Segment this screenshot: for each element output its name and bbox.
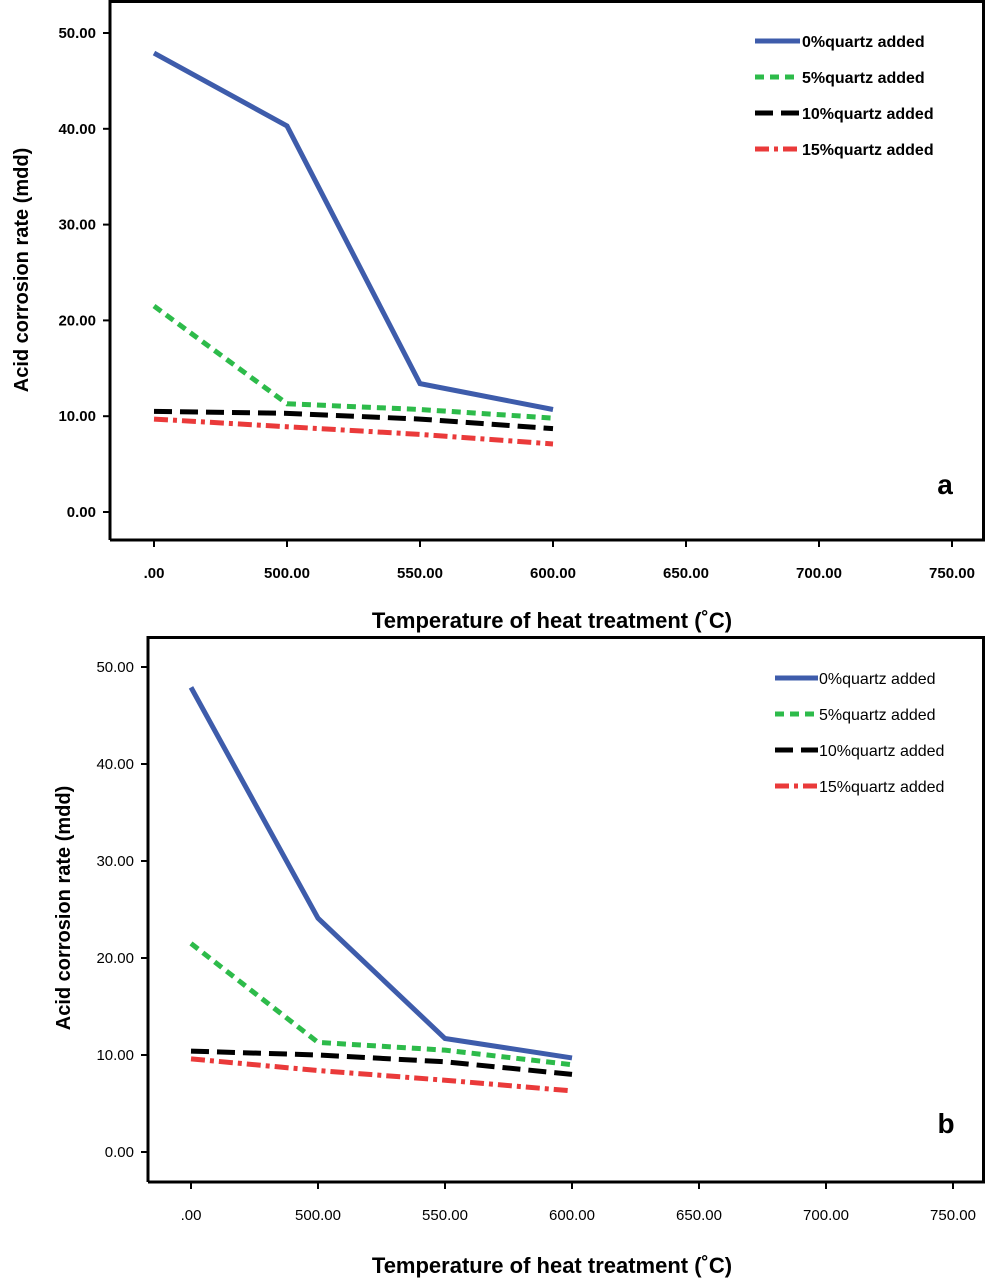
chart-b-legend-label-2: 10%quartz added (819, 743, 944, 760)
chart-b-series-line-1 (189, 941, 573, 1068)
chart-a-series-line-0 (152, 50, 554, 412)
chart-b-y-tick-label: 50.00 (96, 659, 134, 676)
chart-a-legend-label-3: 15%quartz added (802, 142, 934, 159)
chart-a-legend-label-1: 5%quartz added (802, 70, 925, 87)
chart-a-y-tick-label: 10.00 (58, 408, 96, 425)
chart-b-y-axis-title: Acid corrosion rate (mdd) (53, 786, 75, 1030)
chart-a-series-line-1 (152, 304, 554, 421)
chart-b-x-tick-label: 550.00 (422, 1207, 468, 1224)
chart-b-series-line-0 (188, 686, 573, 1061)
chart-b: 0.00 10.00 20.00 30.00 40.00 50.00 .00 500.00 55… (53, 636, 985, 1278)
chart-b-x-tick-label: 750.00 (930, 1207, 976, 1224)
chart-a-panel-label: a (937, 469, 953, 500)
chart-a-series-line-2 (153, 408, 554, 432)
chart-a-y-tick-label: 20.00 (58, 312, 96, 329)
chart-b-legend-label-1: 5%quartz added (819, 707, 936, 724)
chart-b-series-line-2 (190, 1048, 573, 1077)
chart-a-x-tick-label: .00 (144, 565, 165, 582)
chart-a-x-tick-label: 550.00 (397, 565, 443, 582)
chart-a-x-tick-label: 600.00 (530, 565, 576, 582)
chart-a-legend-label-0: 0%quartz added (802, 34, 925, 51)
chart-b-x-tick-label: 500.00 (295, 1207, 341, 1224)
chart-a-y-tick-label: 50.00 (58, 25, 96, 42)
chart-b-legend-label-0: 0%quartz added (819, 671, 936, 688)
chart-b-x-tick-label: 600.00 (549, 1207, 595, 1224)
chart-b-x-tick-label: 650.00 (676, 1207, 722, 1224)
chart-b-y-tick-label: 40.00 (96, 756, 134, 773)
chart-a-x-tick-label: 500.00 (264, 565, 310, 582)
chart-a-y-tick-label: 30.00 (58, 217, 96, 234)
chart-a-x-tick-label: 700.00 (796, 565, 842, 582)
chart-b-y-tick-label: 30.00 (96, 853, 134, 870)
chart-b-x-axis-title: Temperature of heat treatment (˚C) (372, 1253, 732, 1278)
chart-b-y-tick-label: 10.00 (96, 1047, 134, 1064)
chart-b-y-tick-label: 20.00 (96, 950, 134, 967)
chart-a-x-tick-label: 750.00 (929, 565, 975, 582)
chart-b-legend-label-3: 15%quartz added (819, 779, 944, 796)
chart-a-y-axis-title: Acid corrosion rate (mdd) (11, 148, 33, 392)
chart-b-series-line-3 (190, 1056, 573, 1094)
chart-a-x-axis-title: Temperature of heat treatment (˚C) (372, 608, 732, 633)
chart-a-x-tick-label: 650.00 (663, 565, 709, 582)
chart-a-y-tick-label: 0.00 (67, 504, 96, 521)
chart-b-panel-label: b (937, 1108, 954, 1139)
chart-b-x-tick-label: .00 (181, 1207, 202, 1224)
chart-b-y-tick-label: 0.00 (105, 1144, 134, 1161)
chart-a-y-tick-label: 40.00 (58, 121, 96, 138)
chart-a-legend-label-2: 10%quartz added (802, 106, 934, 123)
chart-a: 0.00 10.00 20.00 30.00 40.00 50.00 .00 500.00 55… (11, 0, 985, 633)
chart-a-series-line-3 (153, 416, 554, 447)
chart-b-x-tick-label: 700.00 (803, 1207, 849, 1224)
